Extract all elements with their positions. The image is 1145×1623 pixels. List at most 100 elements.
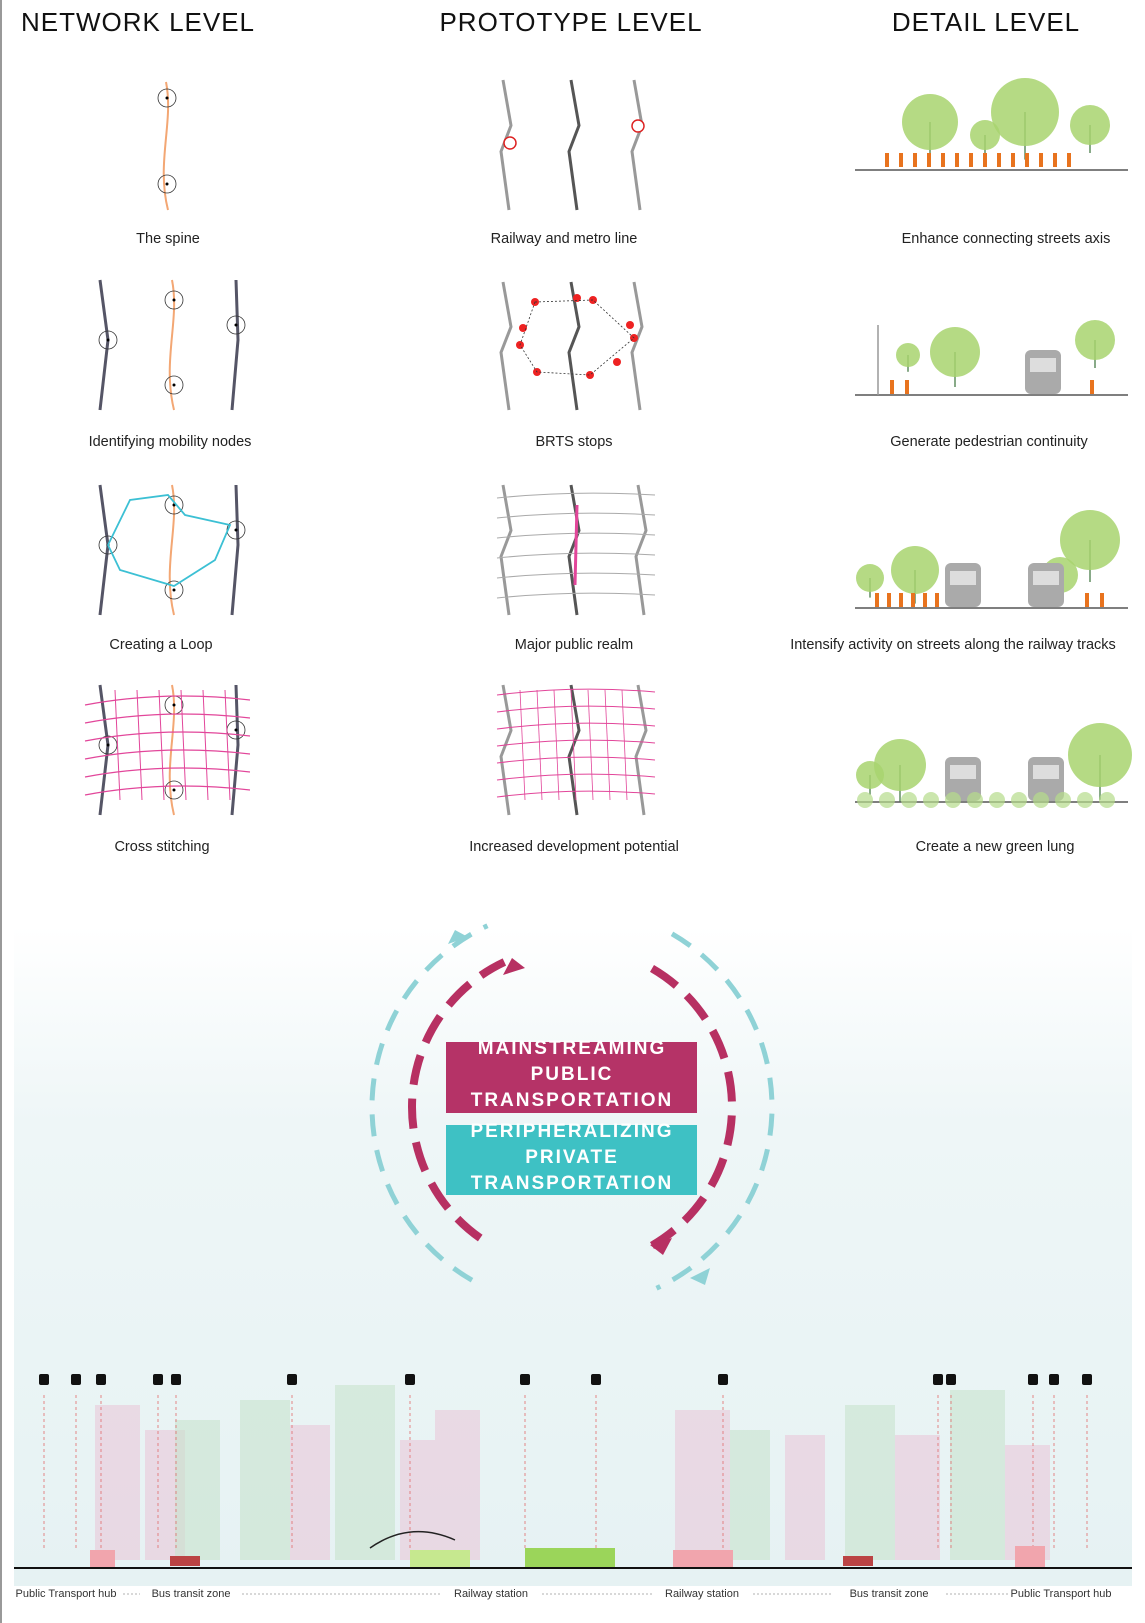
- box-text: PUBLIC: [531, 1064, 614, 1085]
- stroke: [162, 81, 170, 211]
- box-text: MAINSTREAMING: [478, 1038, 667, 1059]
- box-text: PRIVATE: [525, 1147, 619, 1168]
- stroke: [230, 279, 240, 411]
- structure: [673, 1550, 733, 1568]
- node: [519, 324, 527, 332]
- stroke: [567, 684, 581, 816]
- node: [106, 338, 110, 342]
- caption: The spine: [136, 231, 200, 247]
- person: [923, 593, 927, 607]
- person: [913, 153, 917, 167]
- stroke: [553, 689, 560, 801]
- node: [1068, 723, 1132, 787]
- poi-icon: [287, 1374, 297, 1385]
- node: [874, 739, 926, 791]
- person: [1100, 593, 1104, 607]
- stroke: [98, 684, 110, 816]
- section-label: Railway station: [454, 1588, 528, 1600]
- node: [234, 528, 238, 532]
- stroke: [84, 749, 251, 760]
- structure: [90, 1550, 115, 1568]
- node: [172, 383, 176, 387]
- poi-icon: [405, 1374, 415, 1385]
- node: [157, 88, 177, 108]
- node: [234, 728, 238, 732]
- stroke: [369, 923, 489, 1283]
- node: [98, 535, 118, 555]
- stroke: [98, 484, 110, 616]
- poi-icon: [946, 1374, 956, 1385]
- node: [1077, 792, 1093, 808]
- building: [730, 1430, 770, 1560]
- person: [899, 593, 903, 607]
- node: [989, 792, 1005, 808]
- stroke: [499, 281, 513, 411]
- stroke: [634, 684, 648, 816]
- node: [573, 294, 581, 302]
- stroke: [499, 684, 513, 816]
- stroke: [180, 689, 187, 801]
- caption: Enhance connecting streets axis: [902, 231, 1111, 247]
- node: [164, 580, 184, 600]
- node: [1011, 792, 1027, 808]
- person: [969, 153, 973, 167]
- node: [1070, 105, 1110, 145]
- node: [172, 788, 176, 792]
- stroke: [496, 756, 656, 764]
- node: [1033, 792, 1049, 808]
- building: [785, 1435, 825, 1560]
- poi-icon: [933, 1374, 943, 1385]
- stroke: [567, 281, 581, 411]
- stroke: [496, 592, 656, 599]
- arrow-head: [448, 930, 468, 944]
- section-label: Railway station: [665, 1588, 739, 1600]
- arrow-head: [690, 1268, 710, 1285]
- node: [857, 792, 873, 808]
- person: [911, 593, 915, 607]
- person: [1011, 153, 1015, 167]
- node: [901, 792, 917, 808]
- person: [887, 593, 891, 607]
- person: [927, 153, 931, 167]
- node: [106, 743, 110, 747]
- person: [1053, 153, 1057, 167]
- person: [941, 153, 945, 167]
- node: [613, 358, 621, 366]
- box-text: TRANSPORTATION: [471, 1090, 674, 1111]
- person: [899, 153, 903, 167]
- node: [98, 330, 118, 350]
- column-header: PROTOTYPE LEVEL: [439, 7, 702, 37]
- stroke: [84, 767, 251, 778]
- node: [967, 792, 983, 808]
- poi-icon: [1049, 1374, 1059, 1385]
- node: [856, 761, 884, 789]
- stroke: [630, 281, 644, 411]
- node: [234, 323, 238, 327]
- node: [172, 588, 176, 592]
- caption: Create a new green lung: [916, 839, 1075, 855]
- poi-icon: [96, 1374, 106, 1385]
- building: [675, 1410, 730, 1560]
- poi-icon: [153, 1374, 163, 1385]
- person: [983, 153, 987, 167]
- node: [626, 321, 634, 329]
- caption: Cross stitching: [114, 839, 209, 855]
- caption: BRTS stops: [535, 434, 612, 450]
- tram-window: [1030, 358, 1056, 372]
- building: [1005, 1445, 1050, 1560]
- node: [1060, 510, 1120, 570]
- section-label: Bus transit zone: [850, 1588, 929, 1600]
- node: [970, 120, 1000, 150]
- node: [226, 315, 246, 335]
- stroke: [587, 689, 594, 801]
- box-text: PERIPHERALIZING: [470, 1121, 673, 1142]
- stroke: [202, 689, 209, 801]
- stroke: [567, 484, 581, 616]
- person: [1085, 593, 1089, 607]
- node: [172, 298, 176, 302]
- caption: Creating a Loop: [109, 637, 212, 653]
- person: [1025, 153, 1029, 167]
- poi-icon: [71, 1374, 81, 1385]
- node: [891, 546, 939, 594]
- stroke: [496, 739, 656, 747]
